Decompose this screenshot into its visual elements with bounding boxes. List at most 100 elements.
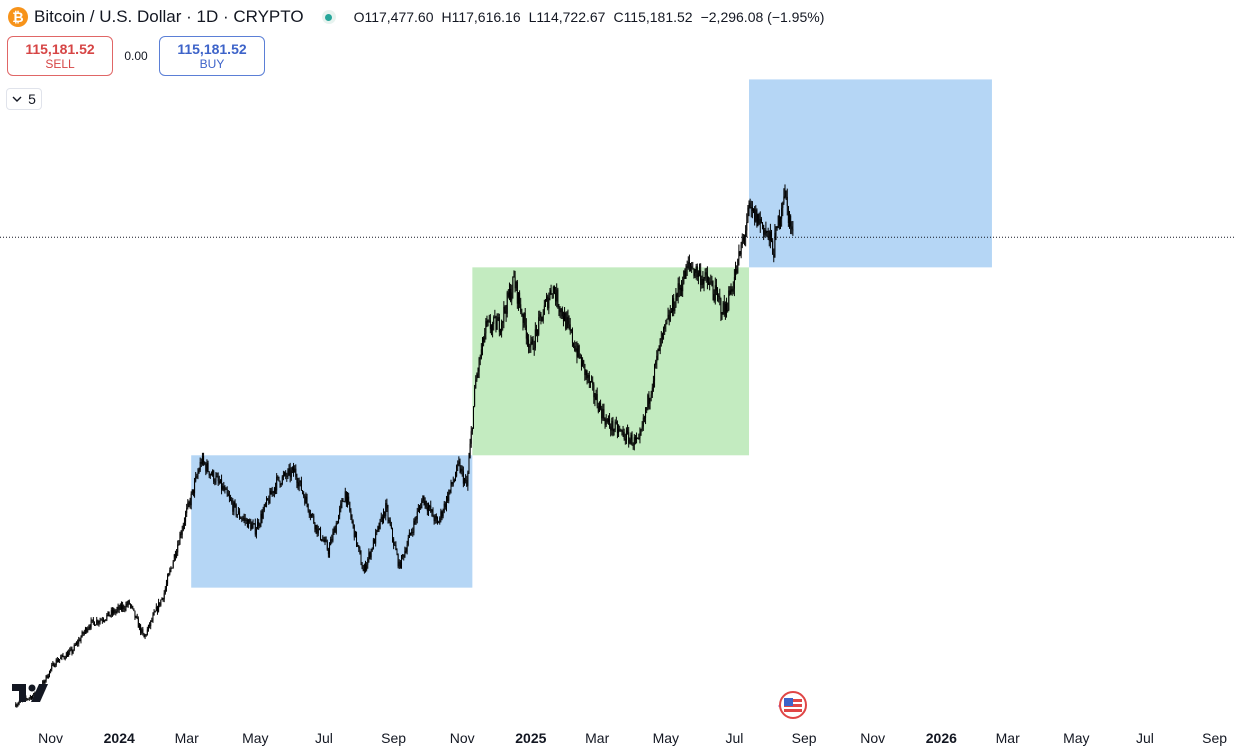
candle: [342, 498, 344, 502]
candle: [280, 482, 282, 488]
symbol-title[interactable]: Bitcoin / U.S. Dollar · 1D · CRYPTO: [34, 7, 304, 26]
candle: [361, 561, 363, 570]
x-tick-label: Nov: [450, 730, 475, 746]
candle: [72, 649, 74, 655]
candle: [403, 554, 405, 561]
candle: [648, 391, 650, 410]
candle: [318, 528, 320, 531]
candle: [538, 310, 540, 337]
candle: [50, 668, 52, 674]
candle: [341, 497, 343, 509]
x-tick-label: Sep: [1202, 730, 1227, 746]
indicators-toggle-button[interactable]: 5: [6, 88, 42, 110]
candle: [730, 283, 732, 295]
candle: [690, 263, 692, 272]
candle: [568, 315, 570, 330]
candle: [219, 479, 221, 484]
candle: [62, 652, 64, 658]
candle: [686, 260, 688, 276]
candle: [639, 427, 641, 444]
candle: [314, 522, 316, 533]
candle: [411, 528, 413, 536]
candle: [521, 308, 523, 317]
candle: [410, 532, 412, 536]
candle: [754, 206, 756, 226]
candle: [176, 549, 178, 559]
candle: [732, 281, 734, 295]
candle: [706, 266, 708, 290]
candle: [198, 467, 200, 474]
candle: [452, 476, 454, 487]
candle: [513, 270, 515, 278]
candle: [552, 285, 554, 299]
buy-button[interactable]: 115,181.52 BUY: [159, 36, 265, 76]
candle: [170, 566, 172, 573]
candle: [242, 515, 244, 522]
candle: [425, 500, 427, 510]
tradingview-logo-icon[interactable]: [12, 684, 50, 704]
candle: [57, 657, 59, 663]
candle: [747, 204, 749, 224]
candle: [682, 276, 684, 297]
candle: [261, 509, 263, 524]
candle: [720, 297, 722, 322]
candle: [465, 474, 467, 484]
candle: [255, 526, 257, 539]
candle: [181, 525, 183, 539]
candle: [622, 425, 624, 437]
us-flag-events-icon[interactable]: [774, 690, 808, 720]
candle: [204, 461, 206, 466]
candle: [597, 402, 599, 414]
candle: [66, 650, 68, 658]
candle: [544, 298, 546, 307]
range-zone-blue-1[interactable]: [191, 455, 473, 588]
candle: [633, 434, 635, 451]
close-value: C115,181.52: [613, 9, 693, 25]
candle: [461, 465, 463, 477]
candle: [269, 487, 271, 504]
candle: [695, 263, 697, 280]
candle: [574, 340, 576, 352]
candle: [165, 579, 167, 592]
x-tick-label: May: [242, 730, 268, 746]
range-zone-blue-3[interactable]: [749, 79, 992, 268]
x-tick-label: Mar: [175, 730, 199, 746]
sell-button[interactable]: 115,181.52 SELL: [7, 36, 113, 76]
candle: [329, 542, 331, 558]
candle: [664, 324, 666, 335]
candle: [588, 371, 590, 389]
candle: [741, 233, 743, 249]
candle: [306, 493, 308, 508]
candle: [602, 403, 604, 421]
candle: [180, 530, 182, 539]
candle: [77, 639, 79, 647]
candle: [657, 348, 659, 361]
candle: [135, 615, 137, 619]
candle: [575, 341, 577, 353]
candle: [694, 268, 696, 278]
candle: [573, 342, 575, 349]
candle: [504, 305, 506, 314]
candle: [179, 531, 181, 545]
candle: [110, 607, 112, 618]
candle: [480, 343, 482, 360]
candle: [264, 502, 266, 508]
market-status-icon[interactable]: [321, 10, 336, 24]
candle: [471, 427, 473, 435]
candle: [71, 646, 73, 656]
candle: [173, 553, 175, 562]
candle: [612, 416, 614, 437]
candle: [755, 205, 757, 223]
candle: [187, 499, 189, 510]
candle: [29, 694, 31, 700]
candle: [365, 560, 367, 573]
candle: [670, 308, 672, 314]
candle: [543, 299, 545, 316]
candle: [718, 293, 720, 303]
candle: [558, 303, 560, 317]
candle: [576, 341, 578, 364]
symbol-header: ₿ Bitcoin / U.S. Dollar · 1D · CRYPTO O1…: [8, 6, 824, 28]
candle: [489, 314, 491, 334]
candle: [661, 332, 663, 344]
